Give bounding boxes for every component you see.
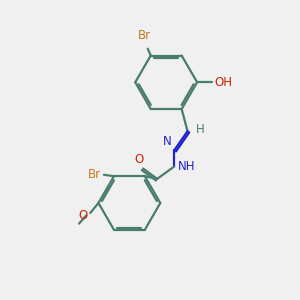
Text: NH: NH bbox=[178, 160, 195, 173]
Text: Br: Br bbox=[88, 168, 101, 181]
Text: H: H bbox=[196, 123, 205, 136]
Text: O: O bbox=[78, 209, 87, 222]
Text: OH: OH bbox=[214, 76, 232, 89]
Text: O: O bbox=[134, 153, 144, 166]
Text: Br: Br bbox=[138, 29, 152, 42]
Text: N: N bbox=[163, 135, 172, 148]
